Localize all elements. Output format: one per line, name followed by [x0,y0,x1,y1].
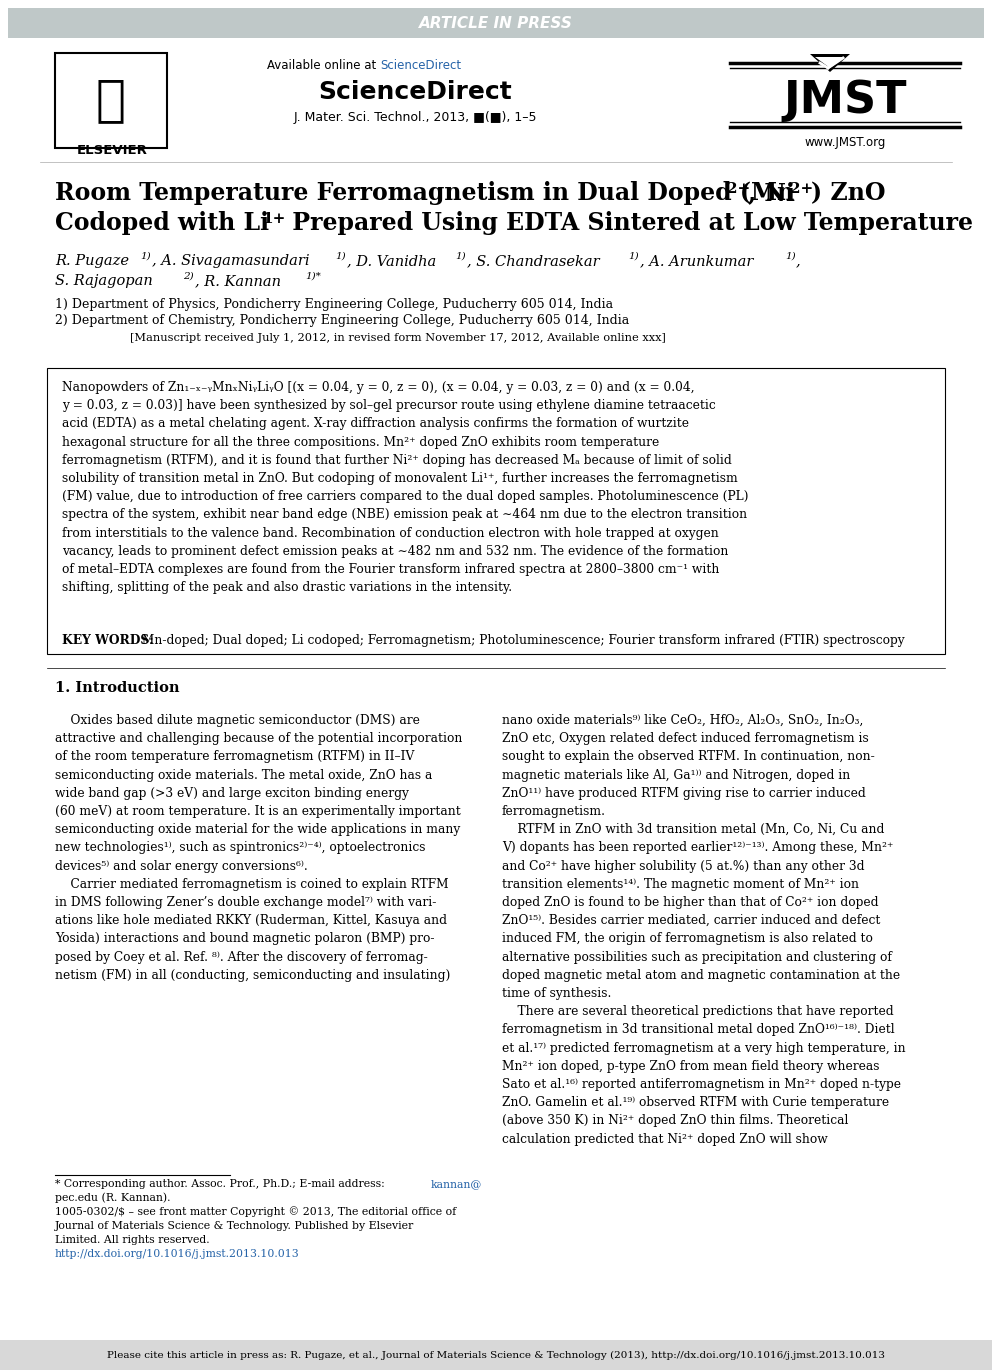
Text: * Corresponding author. Assoc. Prof., Ph.D.; E-mail address:: * Corresponding author. Assoc. Prof., Ph… [55,1180,388,1189]
Text: Journal of Materials Science & Technology. Published by Elsevier: Journal of Materials Science & Technolog… [55,1221,415,1232]
Text: nano oxide materials⁹⁾ like CeO₂, HfO₂, Al₂O₃, SnO₂, In₂O₃,
ZnO etc, Oxygen rela: nano oxide materials⁹⁾ like CeO₂, HfO₂, … [502,714,906,1145]
Text: ,: , [796,253,801,269]
Text: Nanopowders of Zn₁₋ₓ₋ᵧMnₓNiᵧLiᵧO [(x = 0.04, y = 0, z = 0), (x = 0.04, y = 0.03,: Nanopowders of Zn₁₋ₓ₋ᵧMnₓNiᵧLiᵧO [(x = 0… [62,381,749,595]
Text: , A. Sivagamasundari: , A. Sivagamasundari [152,253,310,269]
Text: 1): 1) [140,252,151,262]
Text: Room Temperature Ferromagnetism in Dual Doped (Mn: Room Temperature Ferromagnetism in Dual … [55,181,795,206]
Text: kannan@: kannan@ [431,1180,482,1189]
Text: , A. Arunkumar: , A. Arunkumar [640,253,753,269]
Bar [58,58,164,145]
Text: ELSEVIER: ELSEVIER [76,144,148,156]
Polygon shape [810,53,850,73]
Text: Mn-doped; Dual doped; Li codoped; Ferromagnetism; Photoluminescence; Fourier tra: Mn-doped; Dual doped; Li codoped; Ferrom… [138,633,905,647]
Text: J. Mater. Sci. Technol., 2013, ■(■), 1–5: J. Mater. Sci. Technol., 2013, ■(■), 1–5 [294,111,537,123]
Text: , Ni: , Ni [748,181,795,206]
Text: 1): 1) [455,252,465,262]
Text: Prepared Using EDTA Sintered at Low Temperature: Prepared Using EDTA Sintered at Low Temp… [284,211,973,236]
Text: 1) Department of Physics, Pondicherry Engineering College, Puducherry 605 014, I: 1) Department of Physics, Pondicherry En… [55,299,613,311]
Bar [0,1340,992,1370]
Text: 1)*: 1)* [305,273,320,281]
Text: Please cite this article in press as: R. Pugaze, et al., Journal of Materials Sc: Please cite this article in press as: R.… [107,1351,885,1359]
Text: , S. Chandrasekar: , S. Chandrasekar [467,253,599,269]
Text: http://dx.doi.org/10.1016/j.jmst.2013.10.013: http://dx.doi.org/10.1016/j.jmst.2013.10… [55,1249,300,1259]
Text: pec.edu (R. Kannan).: pec.edu (R. Kannan). [55,1192,171,1203]
Text: Codoped with Li: Codoped with Li [55,211,269,236]
Text: ScienceDirect: ScienceDirect [380,59,461,71]
Text: KEY WORDS:: KEY WORDS: [62,633,154,647]
Text: 1): 1) [785,252,796,262]
Text: R. Pugaze: R. Pugaze [55,253,129,269]
Text: 1+: 1+ [262,212,286,226]
Text: ScienceDirect: ScienceDirect [318,79,512,104]
Text: S. Rajagopan: S. Rajagopan [55,274,153,288]
Text: 1): 1) [628,252,639,262]
Text: www.JMST.org: www.JMST.org [805,136,886,148]
Text: 2+: 2+ [727,182,750,196]
Text: 1005-0302/$ – see front matter Copyright © 2013, The editorial office of: 1005-0302/$ – see front matter Copyright… [55,1206,456,1217]
Text: Available online at: Available online at [267,59,380,71]
Text: Limited. All rights reserved.: Limited. All rights reserved. [55,1234,209,1245]
Text: , D. Vanidha: , D. Vanidha [347,253,436,269]
Text: ARTICLE IN PRESS: ARTICLE IN PRESS [419,15,573,30]
Bar [55,53,167,148]
Text: [Manuscript received July 1, 2012, in revised form November 17, 2012, Available : [Manuscript received July 1, 2012, in re… [130,333,666,342]
Text: ▲: ▲ [95,79,127,121]
Text: 1. Introduction: 1. Introduction [55,681,180,695]
Text: , R. Kannan: , R. Kannan [195,274,281,288]
Text: 1): 1) [335,252,345,262]
Bar [8,8,984,38]
Text: 2+: 2+ [790,182,813,196]
Polygon shape [815,58,845,68]
Text: Oxides based dilute magnetic semiconductor (DMS) are
attractive and challenging : Oxides based dilute magnetic semiconduct… [55,714,462,982]
Text: ) ZnO: ) ZnO [811,181,886,206]
Bar [47,369,945,653]
Text: 2) Department of Chemistry, Pondicherry Engineering College, Puducherry 605 014,: 2) Department of Chemistry, Pondicherry … [55,314,629,327]
Text: |
|: | | [109,68,113,92]
Text: JMST: JMST [784,78,907,122]
Text: 2): 2) [183,273,193,281]
Text: 🌳: 🌳 [96,75,126,125]
